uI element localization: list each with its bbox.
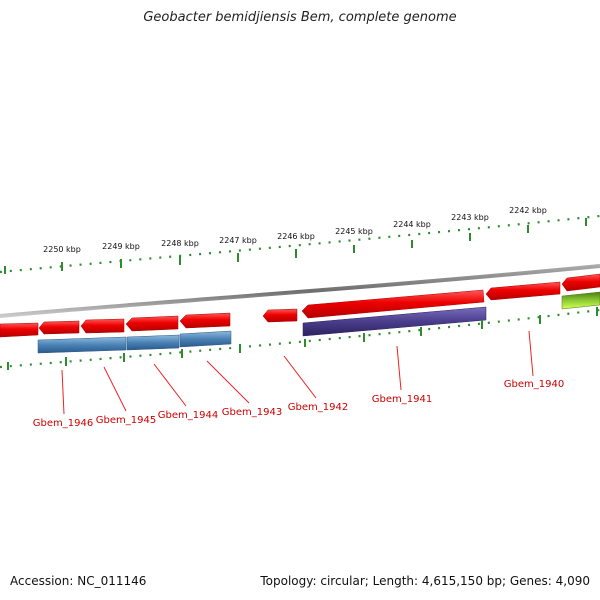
- genome-info-text: Topology: circular; Length: 4,615,150 bp…: [260, 574, 590, 588]
- leader-line: [153, 363, 187, 407]
- leader-line: [206, 360, 250, 404]
- leader-line: [283, 355, 317, 399]
- leader-line: [528, 330, 534, 377]
- label-leaders: [61, 330, 534, 415]
- cds-arrow: [80, 318, 125, 334]
- tick-label: 2245 kbp: [335, 227, 373, 236]
- tick-labels: 2250 kbp 2249 kbp 2248 kbp 2247 kbp 2246…: [43, 206, 547, 254]
- genome-backbone: [0, 264, 600, 318]
- gene-bar: [126, 334, 180, 351]
- leader-line: [103, 366, 127, 412]
- cds-arrow: [301, 289, 485, 319]
- inner-tick-track: [0, 307, 600, 370]
- cds-arrow: [0, 322, 39, 338]
- tick-label: 2249 kbp: [102, 242, 140, 251]
- gene-bar: [561, 291, 600, 310]
- gene-label: Gbem_1945: [96, 415, 156, 426]
- map-title: Geobacter bemidjiensis Bem, complete gen…: [143, 10, 457, 25]
- accession-text: Accession: NC_011146: [10, 574, 147, 588]
- tick-marks: [4, 218, 587, 274]
- tick-label: 2242 kbp: [509, 206, 547, 215]
- tick-label: 2250 kbp: [43, 245, 81, 254]
- tick-label: 2247 kbp: [219, 236, 257, 245]
- gene-labels: Gbem_1946 Gbem_1945 Gbem_1944 Gbem_1943 …: [33, 379, 564, 429]
- gene-track: [37, 291, 600, 354]
- cds-arrow: [262, 308, 298, 323]
- gene-bar: [302, 306, 487, 337]
- tick-label: 2243 kbp: [451, 213, 489, 222]
- cds-arrow: [38, 320, 80, 335]
- gene-label: Gbem_1940: [504, 379, 564, 390]
- cds-arrow: [125, 315, 179, 332]
- cds-track: [0, 273, 600, 338]
- leader-line: [61, 369, 65, 415]
- outer-tick-track: [0, 214, 600, 274]
- gene-label: Gbem_1944: [158, 410, 218, 421]
- cds-arrow: [179, 312, 231, 329]
- gene-label: Gbem_1941: [372, 394, 432, 405]
- gene-bar: [37, 336, 127, 354]
- tick-label: 2246 kbp: [277, 232, 315, 241]
- gene-bar: [179, 330, 232, 348]
- leader-line: [396, 345, 402, 391]
- gene-label: Gbem_1946: [33, 418, 93, 429]
- gene-label: Gbem_1942: [288, 402, 348, 413]
- cds-arrow: [561, 273, 600, 292]
- gene-label: Gbem_1943: [222, 407, 282, 418]
- tick-label: 2248 kbp: [161, 239, 199, 248]
- tick-label: 2244 kbp: [393, 220, 431, 229]
- cds-arrow: [485, 281, 561, 301]
